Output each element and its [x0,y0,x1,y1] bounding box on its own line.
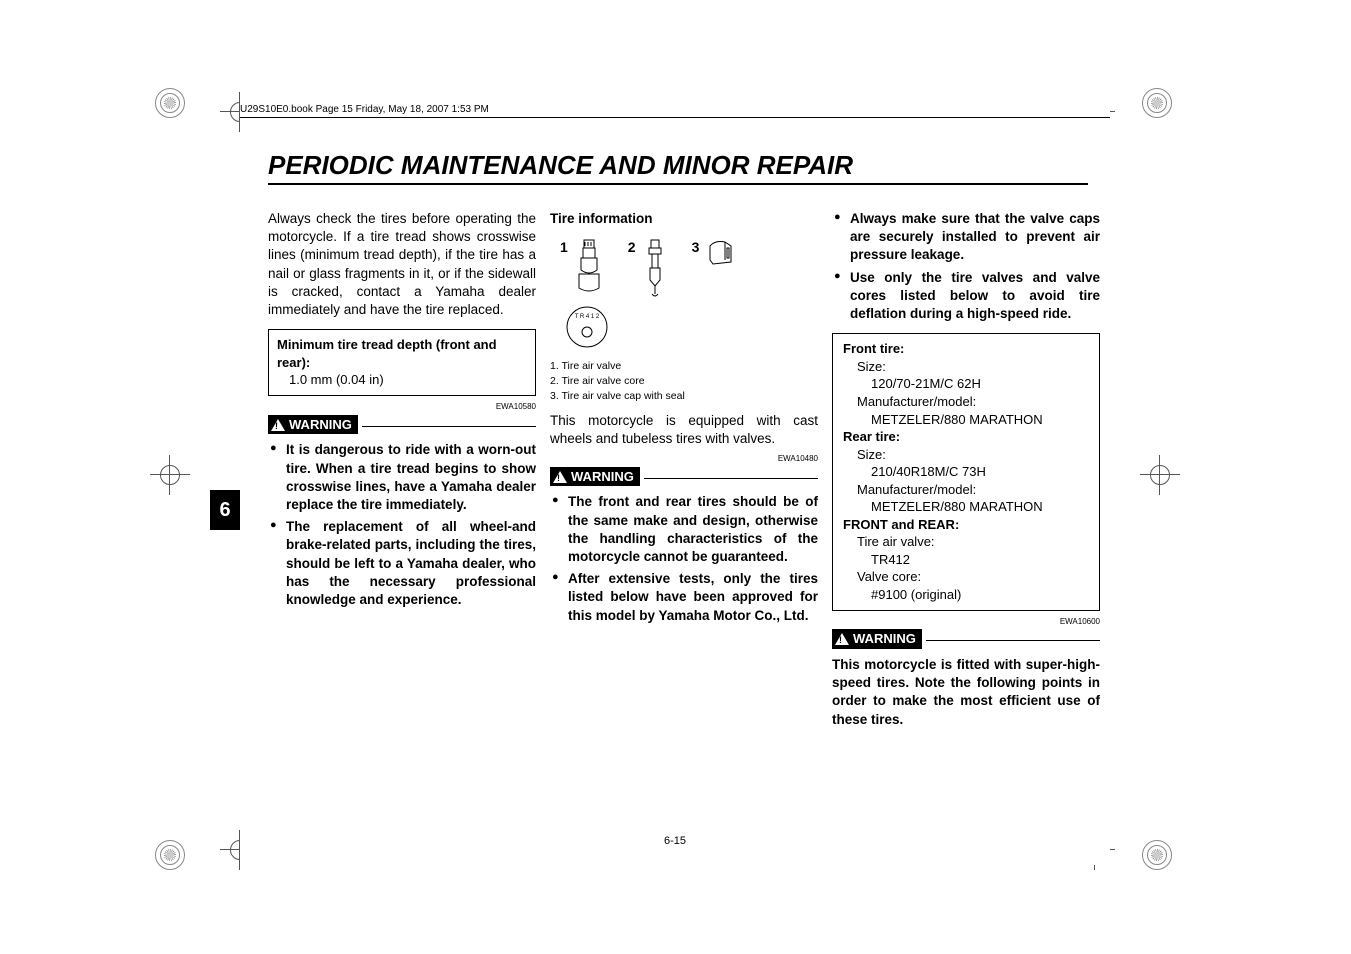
intro-paragraph: Always check the tires before operating … [268,210,536,319]
spec-label: Minimum tire tread depth (front and rear… [277,336,527,371]
spec-row: 210/40R18M/C 73H [871,463,1089,481]
bullet-item: It is dangerous to ride with a worn-out … [268,441,536,514]
chapter-tab: 6 [210,490,240,530]
caption-item: 3. Tire air valve cap with seal [550,389,818,404]
spec-row: Valve core: [857,568,1089,586]
warning-label: WARNING [571,468,634,486]
warning-triangle-icon [835,633,849,645]
spec-row: Size: [857,446,1089,464]
bullet-item: Always make sure that the valve caps are… [832,210,1100,265]
bullet-item: Use only the tire valves and valve cores… [832,269,1100,324]
reg-mark-circle [155,840,185,870]
reference-code: EWA10480 [550,454,818,465]
spec-row: Size: [857,358,1089,376]
warning-bullets: The front and rear tires should be of th… [550,493,818,625]
warning-header: WARNING [550,467,818,490]
header-text: U29S10E0.book Page 15 Friday, May 18, 20… [240,104,489,115]
warning-header: WARNING [832,629,1100,652]
caption-item: 1. Tire air valve [550,359,818,374]
bullet-item: The front and rear tires should be of th… [550,493,818,566]
bullet-item: After extensive tests, only the tires li… [550,570,818,625]
column-3: Always make sure that the valve caps are… [832,210,1100,729]
column-2: Tire information 1 2 [550,210,818,629]
warning-bullets: It is dangerous to ride with a worn-out … [268,441,536,609]
warning-label: WARNING [853,630,916,648]
warning-header: WARNING [268,415,536,438]
spec-row: #9100 (original) [871,586,1089,604]
page-title: PERIODIC MAINTENANCE AND MINOR REPAIR [268,150,1088,185]
seal-icon: T R 4 1 2 [564,304,610,350]
reg-mark-cross [1140,455,1180,495]
column-1: Always check the tires before operating … [268,210,536,613]
closing-paragraph: This motorcycle is fitted with super-hig… [832,656,1100,729]
warning-triangle-icon [271,419,285,431]
spec-row: Manufacturer/model: [857,393,1089,411]
spec-row: Tire air valve: [857,533,1089,551]
diagram-captions: 1. Tire air valve 2. Tire air valve core… [550,359,818,403]
warning-triangle-icon [553,471,567,483]
warning-label: WARNING [289,416,352,434]
page-number: 6-15 [664,835,686,847]
diagram-label: 2 [628,238,636,257]
bullet-item: The replacement of all wheel-and brake-r… [268,518,536,609]
spec-row: METZELER/880 MARATHON [871,411,1089,429]
tire-info-heading: Tire information [550,210,818,228]
reg-mark-circle [1142,840,1172,870]
warning-bullets-continued: Always make sure that the valve caps are… [832,210,1100,323]
body-paragraph: This motorcycle is equipped with cast wh… [550,412,818,448]
page-content: U29S10E0.book Page 15 Friday, May 18, 20… [240,90,1110,865]
spec-row: TR412 [871,551,1089,569]
spec-row: Manufacturer/model: [857,481,1089,499]
spec-row: FRONT and REAR: [843,516,1089,534]
valve-diagram: 1 2 [560,238,818,298]
spec-value: 1.0 mm (0.04 in) [289,371,527,389]
running-header: U29S10E0.book Page 15 Friday, May 18, 20… [240,104,1110,118]
spec-row: Rear tire: [843,428,1089,446]
reg-mark-circle [1142,88,1172,118]
spec-box-tread-depth: Minimum tire tread depth (front and rear… [268,329,536,396]
diagram-label: 1 [560,238,568,257]
reference-code: EWA10580 [268,402,536,413]
reg-mark-circle [155,88,185,118]
tire-valve-icon [574,238,604,294]
caption-item: 2. Tire air valve core [550,374,818,389]
svg-text:T R 4 1 2: T R 4 1 2 [575,314,600,320]
reference-code: EWA10600 [832,617,1100,628]
spec-row: Front tire: [843,340,1089,358]
reg-mark-cross [150,455,190,495]
spec-row: METZELER/880 MARATHON [871,498,1089,516]
valve-cap-icon [705,238,735,268]
diagram-label: 3 [692,238,700,257]
spec-row: 120/70-21M/C 62H [871,375,1089,393]
tire-spec-table: Front tire: Size: 120/70-21M/C 62H Manuf… [832,333,1100,610]
valve-core-icon [642,238,668,298]
